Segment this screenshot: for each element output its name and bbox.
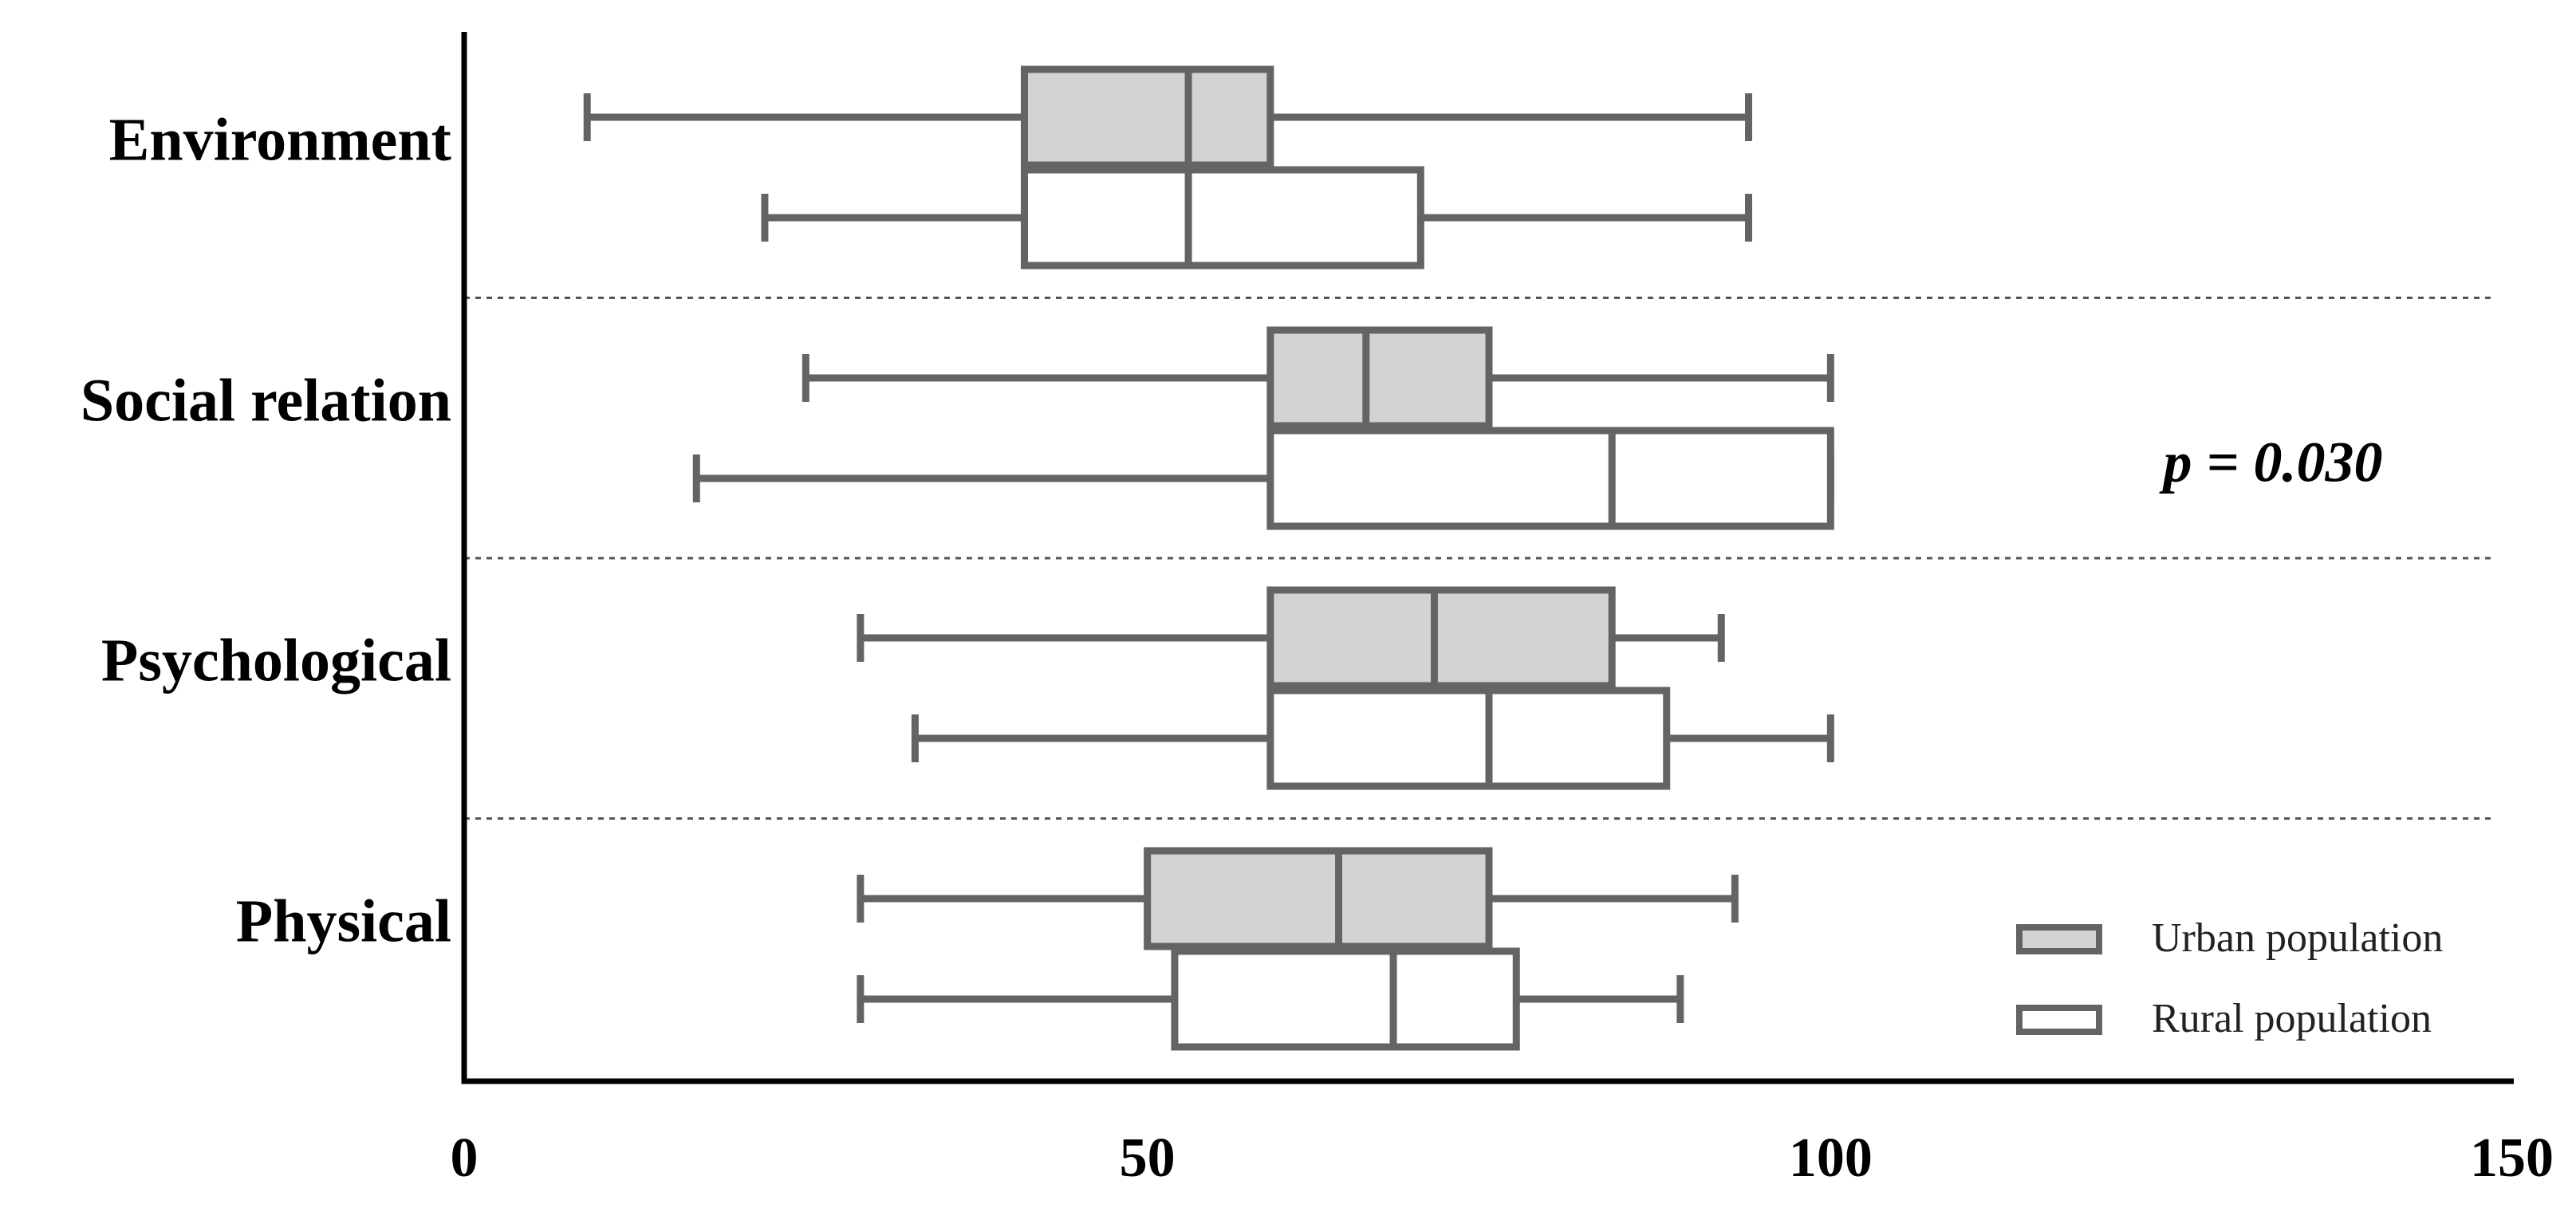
legend-item-rural-population: Rural population (2016, 996, 2432, 1041)
legend-label: Rural population (2152, 996, 2432, 1041)
p-value-annotation: p = 0.030 (2158, 431, 2382, 494)
iqr-box (1020, 166, 1424, 270)
x-tick-label: 100 (1789, 1127, 1873, 1189)
x-tick-label: 50 (1120, 1127, 1176, 1189)
chart-legend: Urban population Rural population (2016, 915, 2443, 1041)
x-tick-label: 0 (451, 1127, 479, 1189)
x-axis-tick-labels: 0 50 100 150 (451, 1127, 2554, 1189)
legend-swatch (2016, 924, 2102, 954)
iqr-box (1266, 326, 1493, 430)
category-label-environment: Environment (109, 106, 451, 173)
iqr-box (1266, 586, 1616, 690)
iqr-box (1266, 687, 1671, 790)
iqr-box (1144, 847, 1493, 950)
category-label-psychological: Psychological (101, 627, 451, 694)
iqr-box (1266, 427, 1834, 530)
category-label-physical: Physical (236, 887, 451, 954)
box-plot-series (583, 65, 1834, 1051)
legend-label: Urban population (2152, 915, 2443, 961)
box-urban-population-physical (857, 847, 1739, 950)
series-rural-population (692, 166, 1834, 1051)
box-urban-population-psychological (857, 586, 1725, 690)
iqr-box (1020, 65, 1274, 169)
category-labels: Environment Social relation Psychological P… (81, 106, 451, 954)
box-rural-population-environment (761, 166, 1753, 270)
box-urban-population-environment (583, 65, 1753, 169)
x-tick-label: 150 (2470, 1127, 2554, 1189)
category-separators (464, 297, 2496, 820)
box-urban-population-social-relation (802, 326, 1834, 430)
chart-annotations: p = 0.030 (2158, 431, 2382, 494)
box-rural-population-physical (857, 947, 1684, 1051)
box-rural-population-social-relation (692, 427, 1834, 530)
legend-item-urban-population: Urban population (2016, 915, 2443, 961)
legend-swatch (2016, 1005, 2102, 1035)
category-label-social-relation: Social relation (81, 367, 451, 434)
chart-axes (461, 32, 2514, 1084)
series-urban-population (583, 65, 1834, 950)
iqr-box (1171, 947, 1520, 1051)
box-rural-population-psychological (911, 687, 1834, 790)
